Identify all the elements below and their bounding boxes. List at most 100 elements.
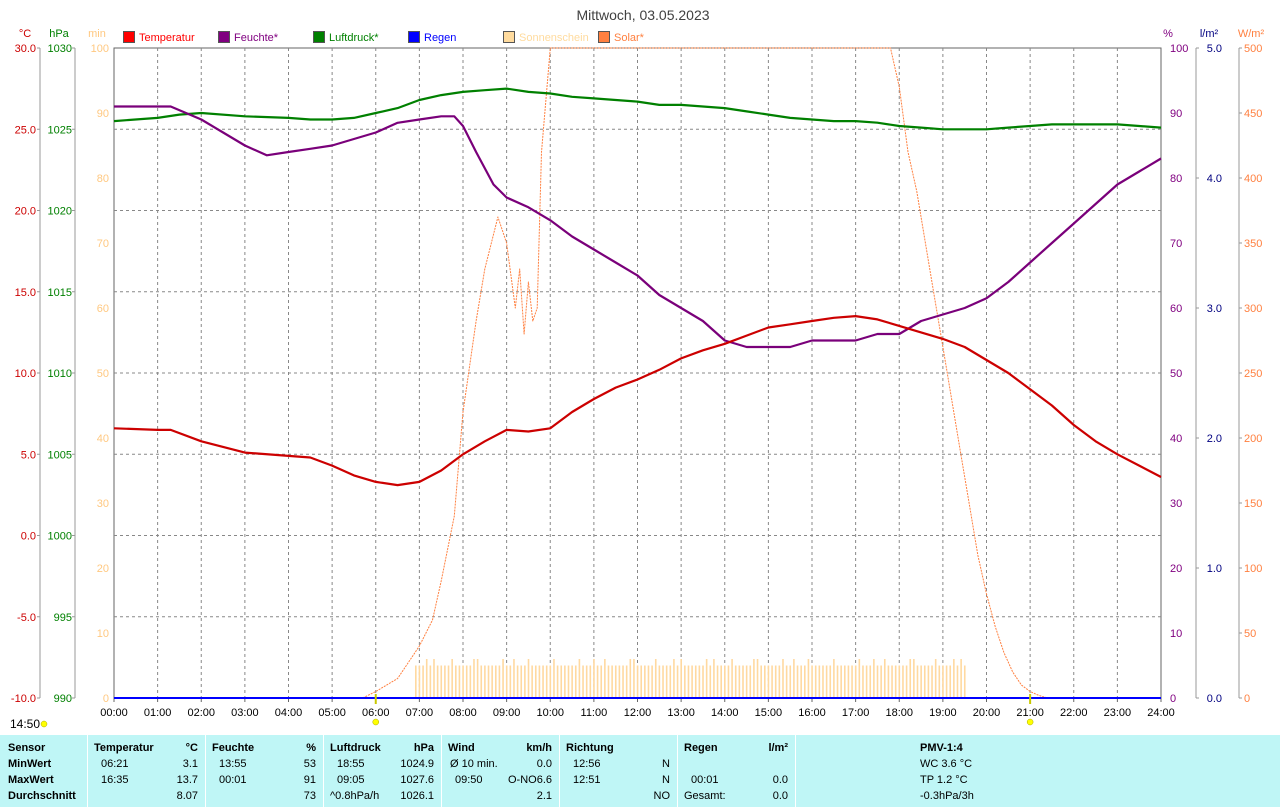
- sunshine-bar: [847, 665, 850, 698]
- sunshine-bar: [444, 665, 446, 698]
- pressure-tick-label: 1000: [48, 531, 72, 543]
- percent-tick-label: 80: [1170, 173, 1182, 185]
- sunshine-bar: [520, 665, 523, 698]
- sunshine-bar: [498, 665, 501, 698]
- pmv-header: PMV-1:4: [920, 742, 963, 754]
- sunshine-bar: [713, 659, 715, 698]
- sunshine-bar: [963, 665, 966, 698]
- sunshine-bar: [640, 665, 643, 698]
- sunshine-bar: [825, 665, 828, 698]
- sunshine-bar: [771, 665, 773, 698]
- sunshine-bar: [422, 665, 424, 698]
- legend-sonnenschein[interactable]: Sonnenschein: [503, 31, 589, 45]
- legend-feuchte[interactable]: Feuchte*: [218, 31, 278, 45]
- legend-swatch: [598, 31, 610, 43]
- legend-regen[interactable]: Regen: [408, 31, 456, 45]
- temp-tick-label: 0.0: [21, 531, 36, 543]
- sunshine-bar: [684, 665, 686, 698]
- sunshine-bar: [782, 659, 784, 698]
- rain-tick-label: 5.0: [1207, 43, 1222, 55]
- sunshine-bar: [840, 665, 842, 698]
- sunshine-bar: [811, 665, 813, 698]
- sunshine-bar: [880, 665, 882, 698]
- sunshine-bar: [549, 665, 552, 698]
- x-tick-label: 00:00: [100, 707, 128, 719]
- rain-unit: l/m²: [768, 742, 788, 754]
- legend-temperatur[interactable]: Temperatur: [123, 31, 195, 45]
- minutes-tick-label: 100: [91, 43, 109, 55]
- sunshine-bar: [734, 665, 737, 698]
- sunshine-bar: [942, 665, 944, 698]
- sunshine-bar: [793, 659, 795, 698]
- sunshine-bar: [843, 665, 846, 698]
- sunshine-bar: [484, 665, 486, 698]
- unit-percent: %: [1163, 28, 1173, 40]
- sunshine-bar: [545, 665, 548, 698]
- press-trend: ^0.8hPa/h: [330, 790, 380, 802]
- dir-max-time: 12:51: [573, 774, 601, 786]
- unit-pressure: hPa: [49, 28, 69, 40]
- sunshine-bar: [949, 665, 952, 698]
- sunshine-bar: [425, 659, 428, 698]
- sunshine-bar: [593, 659, 595, 698]
- sunshine-bar: [669, 665, 672, 698]
- percent-tick-label: 50: [1170, 368, 1182, 380]
- x-tick-label: 13:00: [667, 707, 695, 719]
- legend-swatch: [123, 31, 135, 43]
- legend-solar[interactable]: Solar*: [598, 31, 644, 45]
- x-tick-label: 08:00: [449, 707, 477, 719]
- pmv-wc: WC 3.6 °C: [920, 758, 973, 770]
- temp-max: 13.7: [176, 774, 198, 786]
- dir-min-time: 12:56: [573, 758, 601, 770]
- minutes-tick-label: 60: [97, 303, 109, 315]
- x-tick-label: 05:00: [318, 707, 346, 719]
- sunshine-bar: [876, 665, 879, 698]
- temp-tick-label: -10.0: [11, 693, 36, 705]
- percent-tick-label: 10: [1170, 628, 1182, 640]
- rain-max-time: 00:01: [691, 774, 719, 786]
- dir-max: N: [662, 774, 670, 786]
- sunshine-bar: [891, 665, 893, 698]
- sunshine-bar: [633, 659, 635, 698]
- solar-tick-label: 500: [1244, 43, 1262, 55]
- sunshine-bar: [927, 665, 930, 698]
- rain-header: Regen: [684, 742, 718, 754]
- press-max-time: 09:05: [337, 774, 365, 786]
- legend-label: Feuchte*: [234, 32, 279, 44]
- percent-tick-label: 70: [1170, 238, 1182, 250]
- wind-unit: km/h: [526, 742, 552, 754]
- series-lines: [113, 47, 1162, 699]
- solar-tick-label: 50: [1244, 628, 1256, 640]
- minutes-tick-label: 90: [97, 108, 109, 120]
- minutes-tick-label: 70: [97, 238, 109, 250]
- sunshine-bar: [491, 665, 493, 698]
- sunshine-bar: [902, 665, 904, 698]
- sunshine-bar: [509, 665, 512, 698]
- sunshine-bar: [578, 659, 581, 698]
- sunshine-bar: [905, 665, 908, 698]
- rain-total: 0.0: [772, 790, 788, 802]
- sunshine-bar: [553, 659, 555, 698]
- x-tick-label: 12:00: [624, 707, 652, 719]
- sunshine-bar: [913, 659, 915, 698]
- row-label-sensor: Sensor: [8, 742, 46, 754]
- sunshine-bar: [516, 665, 519, 698]
- sunshine-bar: [494, 665, 497, 698]
- legend-swatch: [218, 31, 230, 43]
- sunshine-bar: [415, 665, 417, 698]
- sunshine-bar: [629, 659, 632, 698]
- temp-max-time: 16:35: [101, 774, 129, 786]
- sunshine-bar: [756, 659, 759, 698]
- solar-tick-label: 300: [1244, 303, 1262, 315]
- pmv-trend: -0.3hPa/3h: [920, 790, 974, 802]
- sunshine-bar: [662, 665, 664, 698]
- minutes-tick-label: 20: [97, 563, 109, 575]
- sunshine-bar: [836, 665, 839, 698]
- wind-min: 0.0: [536, 758, 552, 770]
- sunshine-bar: [665, 665, 668, 698]
- legend-luftdruck[interactable]: Luftdruck*: [313, 31, 379, 45]
- wind-max-time: 09:50: [455, 774, 483, 786]
- sunshine-bar: [618, 665, 621, 698]
- temp-min-time: 06:21: [101, 758, 129, 770]
- sunshine-bar: [691, 665, 693, 698]
